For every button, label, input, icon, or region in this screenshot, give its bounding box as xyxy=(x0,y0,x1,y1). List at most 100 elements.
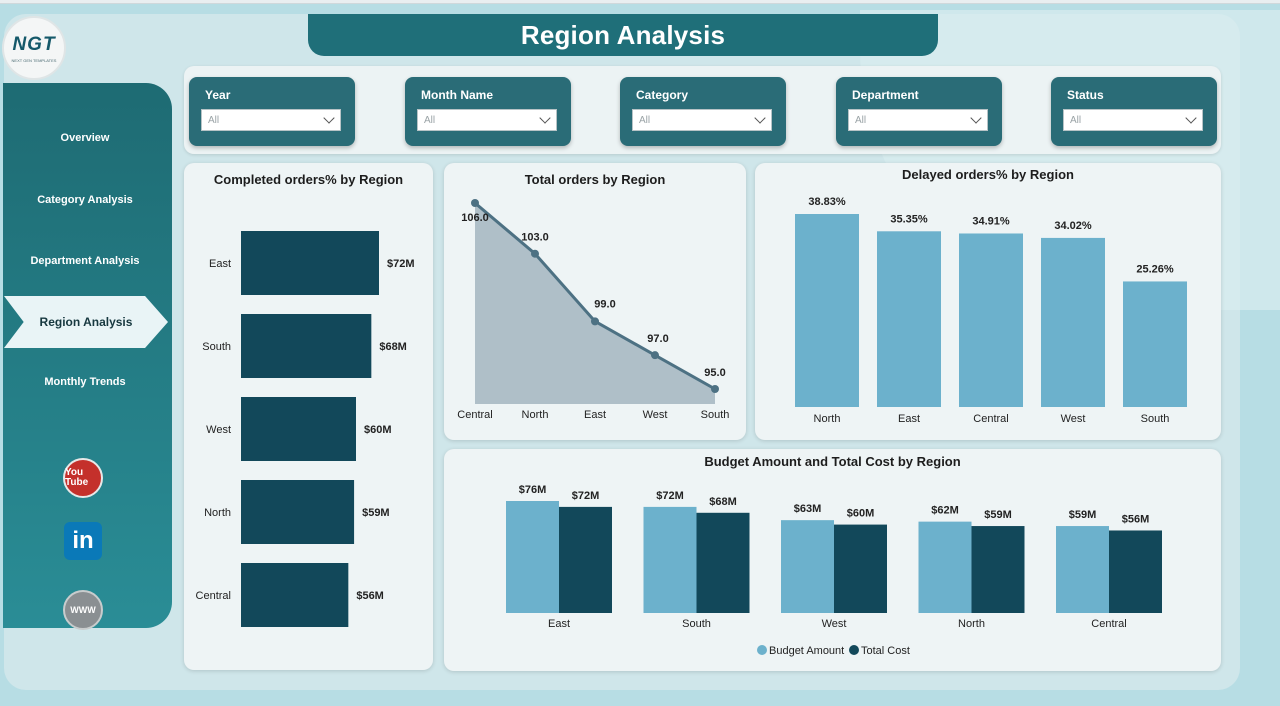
x-tick-label: North xyxy=(814,413,841,425)
data-label: $60M xyxy=(847,508,875,520)
status-dropdown[interactable]: All xyxy=(1063,109,1203,131)
bar xyxy=(506,501,559,613)
nav-item-department-analysis[interactable]: Department Analysis xyxy=(30,255,140,267)
data-label: 25.26% xyxy=(1136,263,1174,275)
website-globe-icon[interactable]: WWW xyxy=(63,590,103,630)
window-top-strip xyxy=(0,0,1280,4)
data-label: 99.0 xyxy=(594,298,615,310)
linkedin-icon[interactable]: in xyxy=(64,522,102,560)
bar xyxy=(1109,530,1162,613)
bar xyxy=(1056,526,1109,613)
filter-year: Year All xyxy=(189,77,355,146)
legend-label: Total Cost xyxy=(861,645,910,657)
filter-status: Status All xyxy=(1051,77,1217,146)
data-label: $59M xyxy=(984,509,1012,521)
filter-department: Department All xyxy=(836,77,1002,146)
x-tick-label: East xyxy=(548,618,570,630)
x-tick-label: South xyxy=(682,618,711,630)
x-tick-label: West xyxy=(643,409,668,421)
brand-logo[interactable]: NGT NEXT GEN TEMPLATES xyxy=(2,16,66,80)
filter-month-name: Month Name All xyxy=(405,77,571,146)
x-tick-label: East xyxy=(584,409,606,421)
dropdown-value: All xyxy=(208,115,220,126)
dropdown-value: All xyxy=(1070,115,1082,126)
data-point xyxy=(711,385,719,393)
linkedin-label: in xyxy=(72,527,94,554)
category-dropdown[interactable]: All xyxy=(632,109,772,131)
nav-item-region-analysis[interactable]: Region Analysis xyxy=(4,296,168,348)
filter-label: Category xyxy=(636,88,689,102)
nav-item-monthly-trends[interactable]: Monthly Trends xyxy=(44,376,126,388)
filter-category: Category All xyxy=(620,77,786,146)
bar xyxy=(877,231,941,407)
y-tick-label: North xyxy=(204,507,231,519)
bar xyxy=(1123,281,1187,407)
bar xyxy=(959,233,1023,407)
data-label: $60M xyxy=(364,424,392,436)
data-label: 38.83% xyxy=(808,196,846,208)
data-label: $68M xyxy=(709,496,737,508)
data-label: 34.02% xyxy=(1054,220,1092,232)
filter-label: Department xyxy=(852,88,919,102)
nav-item-overview[interactable]: Overview xyxy=(60,132,110,144)
youtube-label: You Tube xyxy=(65,467,89,488)
data-label: $68M xyxy=(379,341,407,353)
filter-label: Status xyxy=(1067,88,1104,102)
filter-label: Month Name xyxy=(421,88,493,102)
data-label: $63M xyxy=(794,503,822,515)
bar xyxy=(696,512,750,613)
logo-subtitle: NEXT GEN TEMPLATES xyxy=(11,57,57,63)
x-tick-label: North xyxy=(522,409,549,421)
bar xyxy=(241,397,356,461)
youtube-icon[interactable]: You Tube xyxy=(63,458,103,498)
data-label: 97.0 xyxy=(647,333,668,345)
data-label: $76M xyxy=(519,484,547,496)
y-tick-label: West xyxy=(206,424,231,436)
x-tick-label: South xyxy=(1141,413,1170,425)
nav-item-category-analysis[interactable]: Category Analysis xyxy=(37,194,133,206)
x-tick-label: Central xyxy=(1091,618,1126,630)
chevron-down-icon xyxy=(539,112,551,124)
chevron-down-icon xyxy=(754,112,766,124)
x-tick-label: South xyxy=(701,409,730,421)
data-label: 103.0 xyxy=(521,232,549,244)
data-label: $72M xyxy=(387,258,415,270)
chevron-down-icon xyxy=(1185,112,1197,124)
data-label: $59M xyxy=(1069,509,1097,521)
completed-orders-chart: East $72M South $68M West $60M North $59M Centra… xyxy=(196,231,415,627)
bar xyxy=(1041,237,1105,407)
budget-cost-chart: $76M $72M East $72M $68M South $63M $60M West $62… xyxy=(506,484,1162,657)
nav-item-label: Region Analysis xyxy=(39,315,133,329)
chart-title: Budget Amount and Total Cost by Region xyxy=(704,454,961,469)
page-title: Region Analysis xyxy=(308,14,938,56)
chart-title: Delayed orders% by Region xyxy=(902,167,1074,182)
dropdown-value: All xyxy=(639,115,651,126)
data-point xyxy=(591,317,599,326)
logo-text: NGT xyxy=(12,33,56,55)
bar xyxy=(241,314,372,378)
data-label: $72M xyxy=(656,490,684,502)
bar xyxy=(795,214,859,407)
data-point xyxy=(471,199,479,207)
data-label: $56M xyxy=(1122,513,1150,525)
bar xyxy=(918,521,972,613)
area-fill xyxy=(475,203,715,404)
y-tick-label: East xyxy=(209,258,231,270)
bar xyxy=(241,480,355,544)
y-tick-label: Central xyxy=(196,590,231,602)
data-label: $62M xyxy=(931,505,959,517)
x-tick-label: Central xyxy=(973,413,1008,425)
bar xyxy=(559,506,612,613)
x-tick-label: North xyxy=(958,618,985,630)
chart-title: Total orders by Region xyxy=(524,172,666,187)
bar xyxy=(834,524,887,613)
bar xyxy=(241,231,379,295)
month-name-dropdown[interactable]: All xyxy=(417,109,557,131)
budget-cost-card: Budget Amount and Total Cost by Region $… xyxy=(444,449,1221,671)
year-dropdown[interactable]: All xyxy=(201,109,341,131)
website-label: WWW xyxy=(70,605,96,615)
legend-label: Budget Amount xyxy=(769,645,844,657)
data-label: 95.0 xyxy=(704,367,725,379)
x-tick-label: West xyxy=(822,618,847,630)
department-dropdown[interactable]: All xyxy=(848,109,988,131)
